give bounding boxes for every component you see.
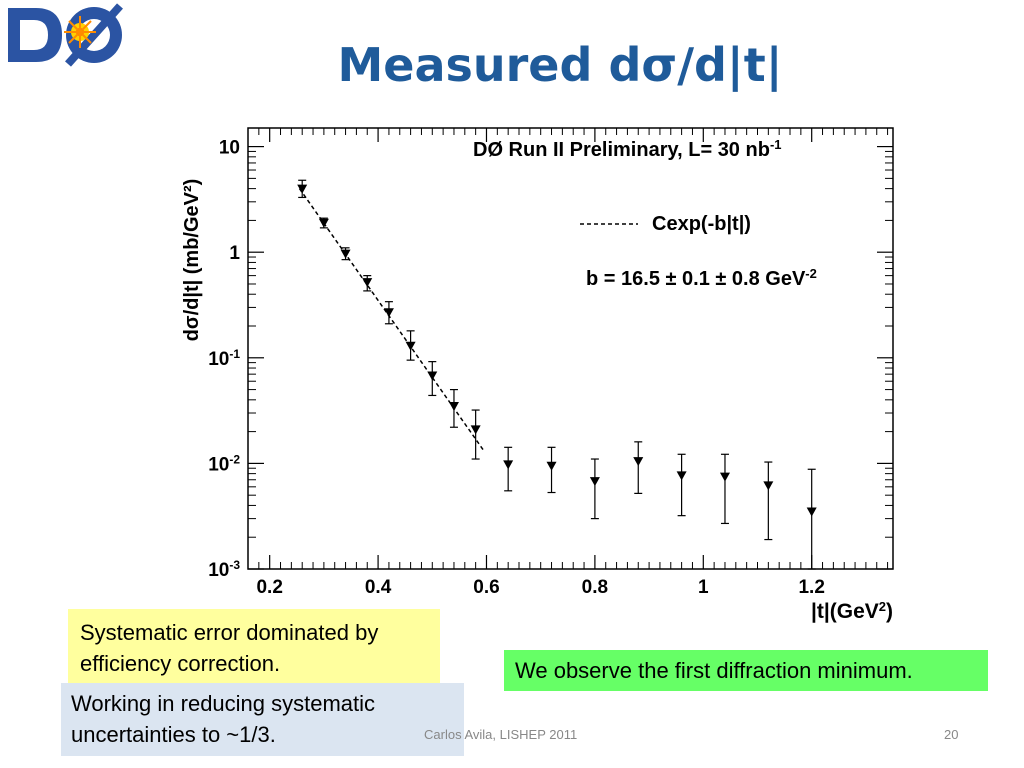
systematic-error-note: Systematic error dominated by efficiency…: [68, 609, 440, 683]
data-point: [297, 184, 308, 194]
x-tick-label: 0.4: [365, 577, 392, 598]
x-tick-label: 0.6: [473, 577, 499, 598]
data-point: [719, 472, 730, 482]
data-point: [763, 481, 774, 491]
data-point: [676, 471, 687, 481]
y-tick-label: 10: [219, 138, 240, 159]
data-point: [503, 460, 514, 470]
data-point: [383, 308, 394, 318]
systematic-note-line-1: Systematic error dominated by: [80, 620, 379, 645]
reducing-uncertainties-note: Working in reducing systematic uncertain…: [61, 683, 464, 756]
data-point: [405, 341, 416, 351]
data-point: [340, 249, 351, 259]
plot-frame: [247, 127, 894, 570]
legend-b-value: b = 16.5 ± 0.1 ± 0.8 GeV-2: [586, 266, 817, 291]
diffraction-minimum-note: We observe the first diffraction minimum…: [504, 650, 988, 691]
working-note-line-2: uncertainties to ~1/3.: [71, 722, 276, 747]
chart-title: DØ Run II Preliminary, L= 30 nb-1: [473, 137, 782, 162]
y-tick-label: 10-2: [208, 452, 240, 475]
data-point: [806, 507, 817, 517]
x-tick-label: 0.2: [256, 577, 282, 598]
d0-logo-icon: [2, 2, 130, 68]
legend-fit-label: Cexp(-b|t|): [652, 213, 751, 235]
y-tick-label: 10-1: [208, 347, 240, 370]
data-point: [362, 278, 373, 288]
x-tick-label: 0.8: [582, 577, 608, 598]
data-point: [427, 371, 438, 381]
y-axis-label: dσ/d|t| (mb/GeV²): [181, 179, 203, 342]
page-number: 20: [944, 727, 959, 742]
y-tick-label: 1: [229, 243, 240, 264]
x-tick-label: 1: [698, 577, 709, 598]
data-point: [318, 218, 329, 228]
x-axis-label: |t|(GeV2): [811, 599, 893, 624]
data-point: [546, 461, 557, 471]
cross-section-plot: 0.2 0.4 0.6 0.8 1 1.2 10 1 10-1 10-2 10-3 DØ Run II…: [181, 127, 894, 624]
footer-author: Carlos Avila, LISHEP 2011: [424, 727, 578, 742]
data-point: [589, 477, 600, 487]
slide-title: Measured dσ/d|t|: [337, 38, 783, 92]
data-point: [633, 457, 644, 467]
x-tick-label: 1.2: [798, 577, 824, 598]
working-note-line-1: Working in reducing systematic: [71, 691, 376, 716]
data-point: [448, 401, 459, 411]
data-point: [470, 425, 481, 435]
systematic-note-line-2: efficiency correction.: [80, 651, 281, 676]
y-tick-label: 10-3: [208, 558, 240, 581]
